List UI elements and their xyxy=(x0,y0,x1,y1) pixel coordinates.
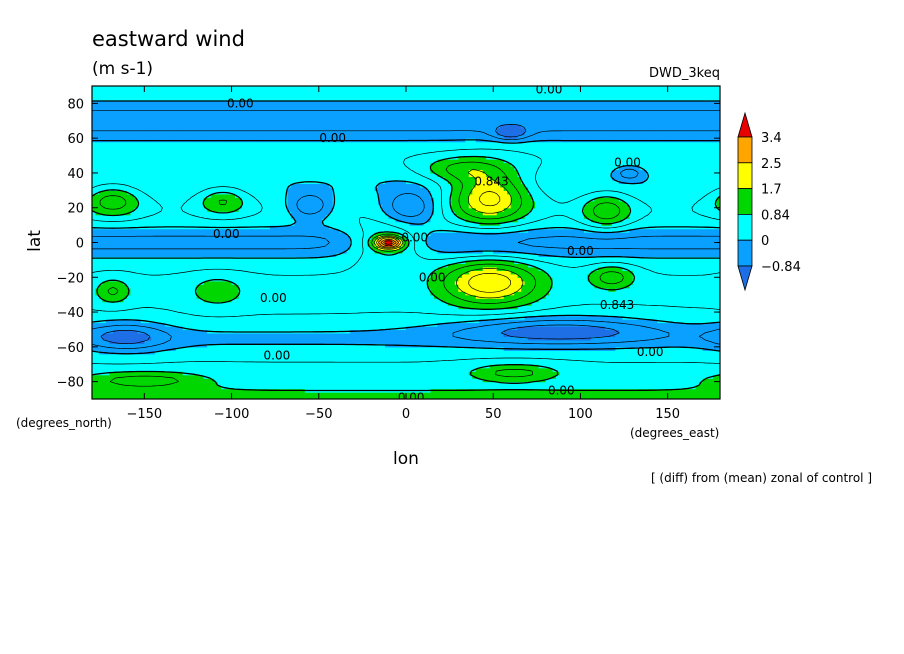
contour-label: 0.843 xyxy=(600,298,634,312)
x-tick-label: −50 xyxy=(305,407,332,422)
y-tick-label: −40 xyxy=(57,306,84,321)
colorbar-segment xyxy=(737,188,753,215)
y-tick-label: 80 xyxy=(67,97,84,112)
x-axis: −150 −100 −50 0 50 100 150 xyxy=(126,86,680,422)
contour-label: 0.00 xyxy=(398,390,425,404)
colorbar-label: 0.84 xyxy=(761,208,790,223)
x-tick-label: −100 xyxy=(214,407,250,422)
y-tick-label: 40 xyxy=(67,167,84,182)
y-tick-label: −20 xyxy=(57,271,84,286)
x-axis-label: lon xyxy=(393,449,419,469)
colorbar-segment xyxy=(737,136,753,164)
isoline xyxy=(378,237,399,248)
isoline xyxy=(383,240,394,245)
isoline xyxy=(92,155,720,392)
contour-label: 0.00 xyxy=(227,96,254,110)
x-tick-label: −150 xyxy=(126,407,162,422)
isoline xyxy=(100,124,620,344)
contour-label: 0.00 xyxy=(319,131,346,145)
colorbar-top-arrow xyxy=(737,111,753,138)
contour-label: 0.00 xyxy=(637,345,664,359)
colorbar-segment xyxy=(737,162,753,190)
x-tick-label: 150 xyxy=(655,407,680,422)
colorbar-label: 2.5 xyxy=(761,157,782,172)
colorbar-bottom-arrow xyxy=(737,265,753,292)
contour-label: 0.00 xyxy=(567,244,594,258)
isoline xyxy=(99,161,624,387)
y-axis: −80 −60 −40 −20 0 20 40 60 80 xyxy=(57,97,720,391)
colorbar-label: 1.7 xyxy=(761,183,782,198)
y-axis-unit: (degrees_north) xyxy=(16,416,112,430)
x-tick-label: 50 xyxy=(485,407,502,422)
contour-lines xyxy=(92,100,720,392)
isoline xyxy=(373,169,524,299)
colorbar-segment xyxy=(737,239,753,267)
colorbar-segment xyxy=(737,213,753,241)
contour-label: 0.00 xyxy=(419,270,446,284)
contour-label: 0.00 xyxy=(614,156,641,170)
colorbar-label: 3.4 xyxy=(761,131,782,146)
colorbar: 3.4 2.5 1.7 0.84 0 −0.84 xyxy=(737,111,801,292)
y-axis-label: lat xyxy=(25,230,45,252)
isoline xyxy=(380,238,397,247)
contour-label: 0.00 xyxy=(548,383,575,397)
dataset-label: DWD_3keq xyxy=(649,66,720,81)
contour-label: 0.00 xyxy=(260,291,287,305)
isoline xyxy=(92,110,720,349)
colorbar-label: 0 xyxy=(761,234,769,249)
contour-label: 0.00 xyxy=(264,349,291,363)
x-axis-unit: (degrees_east) xyxy=(630,426,719,440)
isoline xyxy=(376,191,512,293)
y-tick-label: 0 xyxy=(76,237,84,252)
y-tick-label: −80 xyxy=(57,376,84,391)
contour-labels: 0.00 0.00 0.00 0.00 0.843 0.00 0.00 0.00 0.00 0.0… xyxy=(213,83,664,404)
contour-label: 0.00 xyxy=(213,227,240,241)
x-tick-label: 100 xyxy=(568,407,593,422)
contour-label: 0.00 xyxy=(536,83,563,97)
y-tick-label: 20 xyxy=(67,202,84,217)
isoline xyxy=(92,148,720,365)
chart-title: eastward wind xyxy=(92,27,245,51)
y-tick-label: −60 xyxy=(57,341,84,356)
y-tick-label: 60 xyxy=(67,132,84,147)
colorbar-label: −0.84 xyxy=(761,260,801,275)
footnote: [ (diff) from (mean) zonal of control ] xyxy=(651,471,872,485)
chart-units: (m s-1) xyxy=(92,59,153,79)
x-tick-label: 0 xyxy=(402,407,410,422)
contour-label: 0.843 xyxy=(474,175,508,189)
isoline xyxy=(92,100,720,355)
contour-label: 0.00 xyxy=(401,230,428,244)
